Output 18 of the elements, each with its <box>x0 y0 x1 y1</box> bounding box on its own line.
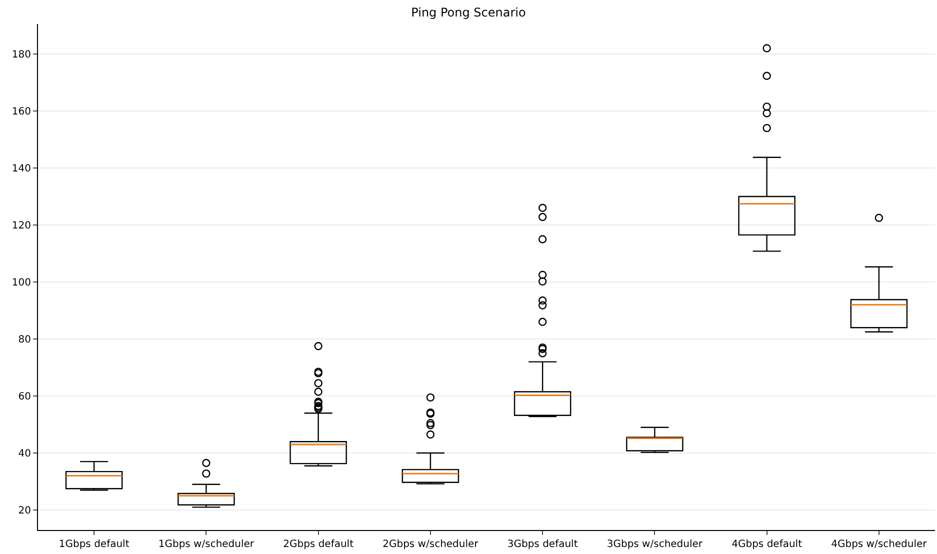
x-tick-label: 3Gbps default <box>507 539 578 550</box>
x-tick-label: 1Gbps w/scheduler <box>158 539 255 550</box>
y-tick-label: 100 <box>12 277 31 288</box>
x-tick-label: 4Gbps w/scheduler <box>831 539 928 550</box>
y-tick-label: 120 <box>12 220 31 232</box>
y-tick-label: 140 <box>12 163 31 174</box>
y-tick-label: 60 <box>18 392 31 403</box>
x-tick-label: 4Gbps default <box>732 539 802 550</box>
chart-title: Ping Pong Scenario <box>411 6 526 20</box>
y-tick-label: 20 <box>18 506 31 517</box>
y-tick-label: 40 <box>18 448 31 460</box>
y-tick-label: 80 <box>18 334 31 346</box>
y-tick-label: 180 <box>12 49 31 60</box>
x-tick-label: 3Gbps w/scheduler <box>606 539 704 550</box>
x-tick-label: 1Gbps default <box>58 539 130 550</box>
x-tick-label: 2Gbps default <box>283 539 354 550</box>
y-tick-label: 160 <box>12 106 31 118</box>
x-tick-label: 2Gbps w/scheduler <box>382 539 480 550</box>
